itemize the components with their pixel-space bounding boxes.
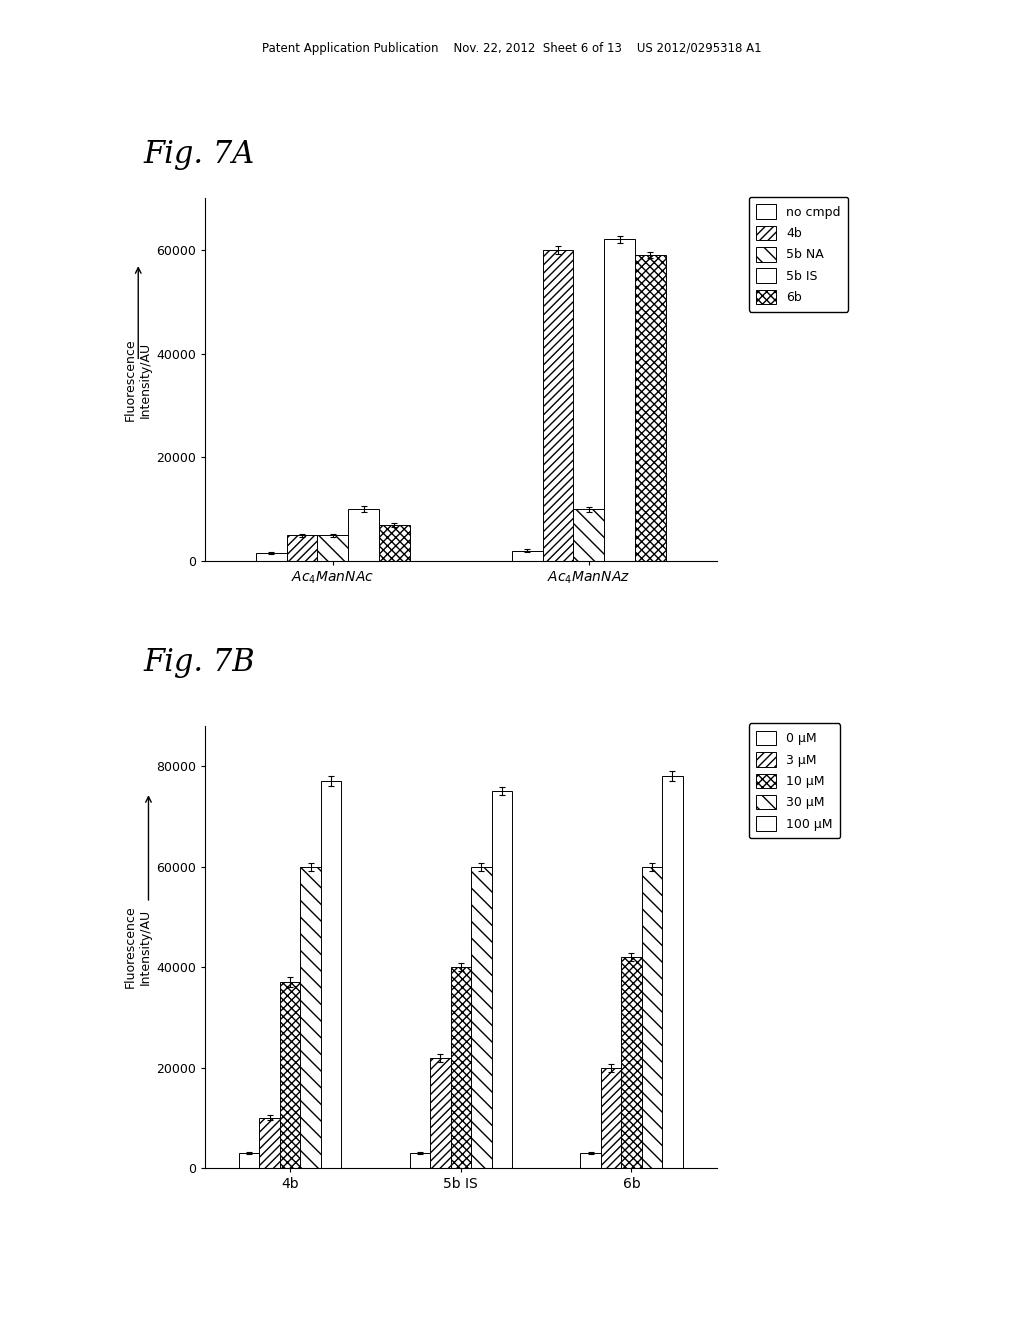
Bar [239,1154,259,1168]
Legend: 0 μM, 3 μM, 10 μM, 30 μM, 100 μM: 0 μM, 3 μM, 10 μM, 30 μM, 100 μM [749,723,840,838]
Bar [635,255,666,561]
Text: Patent Application Publication    Nov. 22, 2012  Sheet 6 of 13    US 2012/029531: Patent Application Publication Nov. 22, … [262,42,762,55]
Bar [451,968,471,1168]
Bar [379,525,410,561]
Bar [348,510,379,561]
Bar [512,550,543,561]
Bar [573,510,604,561]
Bar [642,867,663,1168]
Text: Fig. 7B: Fig. 7B [143,647,255,677]
Bar [601,1068,622,1168]
Y-axis label: Fluorescence
Intensity/AU: Fluorescence Intensity/AU [124,906,152,989]
Text: Fig. 7A: Fig. 7A [143,139,255,169]
Y-axis label: Fluorescence
Intensity/AU: Fluorescence Intensity/AU [124,338,152,421]
Bar [622,957,642,1168]
Bar [317,535,348,561]
Bar [300,867,321,1168]
Bar [321,781,341,1168]
Bar [430,1057,451,1168]
Bar [663,776,683,1168]
Bar [581,1154,601,1168]
Bar [543,249,573,561]
Bar [287,535,317,561]
Bar [256,553,287,561]
Bar [492,791,512,1168]
Legend: no cmpd, 4b, 5b NA, 5b IS, 6b: no cmpd, 4b, 5b NA, 5b IS, 6b [749,197,848,312]
Bar [410,1154,430,1168]
Bar [471,867,492,1168]
Bar [259,1118,280,1168]
Bar [604,239,635,561]
Bar [280,982,300,1168]
